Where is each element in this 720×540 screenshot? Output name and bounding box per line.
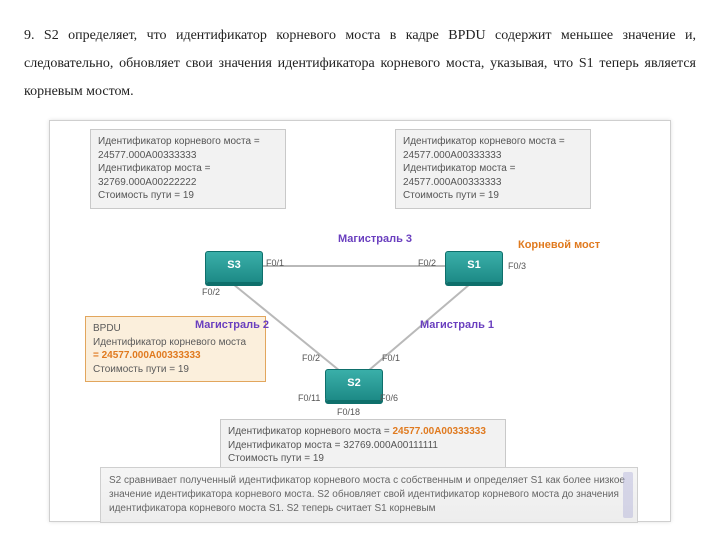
port-label: F0/6	[380, 393, 398, 403]
ibox-line: Идентификатор корневого моста =	[403, 135, 583, 149]
bpdu-line: Идентификатор корневого моста	[93, 336, 258, 350]
ibox-line: Стоимость пути = 19	[228, 452, 498, 466]
ibox-hot: 24577.00A00333333	[392, 426, 485, 437]
ibox-line: Идентификатор моста =	[403, 162, 583, 176]
tag-root-bridge: Корневой мост	[518, 239, 600, 251]
ibox-line: Идентификатор моста =	[98, 162, 278, 176]
infobox-s2: Идентификатор корневого моста = 24577.00…	[220, 419, 506, 472]
ibox-line: Идентификатор моста = 32769.000A00111111	[228, 439, 498, 453]
infobox-s3: Идентификатор корневого моста = 24577.00…	[90, 129, 286, 209]
ibox-line: Идентификатор корневого моста =	[228, 426, 392, 437]
switch-label: S1	[446, 259, 502, 271]
infobox-s1: Идентификатор корневого моста = 24577.00…	[395, 129, 591, 209]
explanation-box: S2 сравнивает полученный идентификатор к…	[100, 467, 638, 523]
ibox-line: 32769.000A00222222	[98, 176, 278, 190]
tag-trunk2: Магистраль 2	[195, 319, 269, 331]
ibox-line: Стоимость пути = 19	[98, 189, 278, 203]
scrollbar-hint	[623, 472, 633, 518]
port-label: F0/1	[266, 258, 284, 268]
ibox-line: 24577.000A00333333	[98, 149, 278, 163]
switch-s1: S1	[445, 251, 503, 283]
tag-trunk1: Магистраль 1	[420, 319, 494, 331]
switch-s3: S3	[205, 251, 263, 283]
ibox-line: Идентификатор корневого моста =	[98, 135, 278, 149]
ibox-line: Стоимость пути = 19	[403, 189, 583, 203]
diagram-figure: Идентификатор корневого моста = 24577.00…	[49, 120, 671, 522]
port-label: F0/11	[298, 393, 320, 403]
port-label: F0/3	[508, 261, 526, 271]
bpdu-line-hot: = 24577.000A00333333	[93, 349, 258, 363]
port-label: F0/2	[302, 353, 320, 363]
switch-label: S2	[326, 377, 382, 389]
port-label: F0/2	[202, 287, 220, 297]
explanation-text: S2 сравнивает полученный идентификатор к…	[109, 475, 625, 514]
ibox-line: 24577.000A00333333	[403, 149, 583, 163]
tag-trunk3: Магистраль 3	[338, 233, 412, 245]
switch-label: S3	[206, 259, 262, 271]
port-label: F0/1	[382, 353, 400, 363]
switch-s2: S2	[325, 369, 383, 401]
ibox-line: 24577.000A00333333	[403, 176, 583, 190]
port-label: F0/2	[418, 258, 436, 268]
port-label: F0/18	[337, 407, 360, 417]
intro-paragraph: 9. S2 определяет, что идентификатор корн…	[24, 22, 696, 106]
bpdu-line: Стоимость пути = 19	[93, 363, 258, 377]
